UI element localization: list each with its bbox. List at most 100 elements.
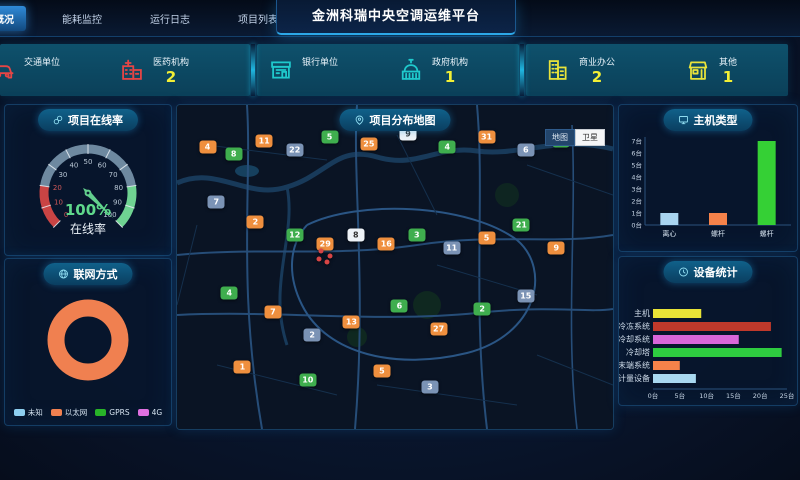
map-project-marker[interactable]: 3 xyxy=(421,380,439,394)
location-pin-icon xyxy=(355,115,364,125)
svg-text:70: 70 xyxy=(109,171,118,179)
map-project-marker[interactable]: 13 xyxy=(342,315,360,329)
svg-text:60: 60 xyxy=(98,161,107,169)
panel-title-network: 联网方式 xyxy=(43,263,133,285)
map-project-marker[interactable]: 7 xyxy=(207,195,225,209)
map-project-marker[interactable]: 4 xyxy=(438,140,456,154)
globe-icon xyxy=(59,269,68,279)
map-project-marker[interactable]: 31 xyxy=(478,130,496,144)
map-project-marker[interactable]: 6 xyxy=(517,143,535,157)
stat-item: 银行单位 xyxy=(267,44,338,96)
map-project-marker[interactable]: 22 xyxy=(286,143,304,157)
link-icon xyxy=(53,115,63,125)
top-nav-bar: 概况能耗监控运行日志项目列表视频监控 金洲科瑞中央空调运维平台 xyxy=(0,0,800,37)
stat-value xyxy=(24,68,60,86)
map-project-marker[interactable]: 6 xyxy=(390,299,408,313)
network-donut-chart xyxy=(47,299,129,381)
map-project-marker[interactable]: 11 xyxy=(255,134,273,148)
map-project-marker[interactable]: 16 xyxy=(377,237,395,251)
stat-value xyxy=(302,68,338,86)
map-project-marker[interactable]: 5 xyxy=(321,130,339,144)
map-project-marker[interactable]: 27 xyxy=(430,322,448,336)
online-rate-gauge: 0102030405060708090100100%在线率 xyxy=(39,144,137,236)
svg-text:冷冻系统: 冷冻系统 xyxy=(619,321,650,331)
nav-tab-2[interactable]: 能耗监控 xyxy=(62,14,102,26)
map-project-marker[interactable]: 5 xyxy=(478,231,496,245)
clock-icon xyxy=(679,267,688,277)
stat-value: 2 xyxy=(165,67,177,86)
panel-title-host-type: 主机类型 xyxy=(663,109,753,131)
map-project-marker[interactable]: 4 xyxy=(220,286,238,300)
svg-text:10台: 10台 xyxy=(699,391,714,400)
panel-title-map: 项目分布地图 xyxy=(339,109,451,131)
svg-text:在线率: 在线率 xyxy=(70,221,106,236)
map-project-marker[interactable]: 1 xyxy=(233,360,251,374)
map-alert-dot[interactable] xyxy=(324,259,330,265)
legend-item[interactable]: 4G xyxy=(137,408,162,417)
map-alert-dot[interactable] xyxy=(316,256,322,262)
hospital-icon xyxy=(118,56,146,84)
svg-text:40: 40 xyxy=(69,161,78,169)
map-project-marker[interactable]: 25 xyxy=(360,137,378,151)
map-project-marker[interactable]: 2 xyxy=(303,328,321,342)
map-project-marker[interactable]: 7 xyxy=(264,305,282,319)
legend-item[interactable]: 以太网 xyxy=(50,407,88,418)
nav-tab-1[interactable]: 概况 xyxy=(0,5,26,31)
stat-label: 政府机构 xyxy=(432,57,469,68)
stat-item: 医药机构 2 xyxy=(118,44,189,96)
legend-label: 未知 xyxy=(27,408,43,417)
map-project-marker[interactable]: 21 xyxy=(512,218,530,232)
map-project-marker[interactable]: 5 xyxy=(373,364,391,378)
map-project-marker[interactable]: 15 xyxy=(517,289,535,303)
svg-text:6台: 6台 xyxy=(631,149,642,158)
svg-text:25台: 25台 xyxy=(780,391,795,400)
nav-tab-3[interactable]: 运行日志 xyxy=(150,14,190,26)
map-mode-button[interactable]: 地图 xyxy=(545,129,575,146)
satellite-mode-button[interactable]: 卫星 xyxy=(575,129,605,146)
svg-text:50: 50 xyxy=(84,158,93,166)
stat-value: 1 xyxy=(722,67,734,86)
svg-text:30: 30 xyxy=(58,171,67,179)
svg-text:3台: 3台 xyxy=(631,185,642,194)
panel-network-type: 联网方式 未知 以太网 GPRS 4G xyxy=(4,258,172,426)
map-project-marker[interactable]: 10 xyxy=(299,373,317,387)
stat-label: 商业办公 xyxy=(579,57,616,68)
map-project-marker[interactable]: 12 xyxy=(286,228,304,242)
stat-label: 银行单位 xyxy=(302,57,339,68)
svg-text:7台: 7台 xyxy=(631,137,642,146)
map-project-marker[interactable]: 8 xyxy=(347,228,365,242)
svg-text:20台: 20台 xyxy=(753,391,768,400)
map-project-marker[interactable]: 29 xyxy=(316,237,334,251)
svg-text:螺杆: 螺杆 xyxy=(711,229,725,238)
legend-label: 以太网 xyxy=(64,408,88,417)
stat-item: 政府机构 1 xyxy=(397,44,468,96)
map-project-marker[interactable]: 4 xyxy=(199,140,217,154)
legend-item[interactable]: 未知 xyxy=(13,407,43,418)
government-icon xyxy=(397,56,425,84)
svg-text:0台: 0台 xyxy=(631,221,642,230)
stat-card-2: 银行单位 政府机构 1 xyxy=(257,44,519,96)
map-project-marker[interactable]: 2 xyxy=(473,302,491,316)
bank-icon xyxy=(267,56,295,84)
map-alert-dot[interactable] xyxy=(318,248,324,254)
card-separator-glow xyxy=(520,44,524,96)
panel-device-stats: 设备统计 主机 冷冻系统 冷却系统 冷却塔 末端系统 计量设备 0台 5台 10台 15台 20台 2… xyxy=(618,256,798,406)
svg-text:5台: 5台 xyxy=(674,391,685,400)
legend-label: GPRS xyxy=(109,408,130,417)
stat-value: 1 xyxy=(444,67,456,86)
nav-tab-4[interactable]: 项目列表 xyxy=(238,14,278,26)
map-project-marker[interactable]: 9 xyxy=(547,241,565,255)
map-project-marker[interactable]: 8 xyxy=(225,147,243,161)
map-project-marker[interactable]: 11 xyxy=(443,241,461,255)
svg-text:80: 80 xyxy=(114,184,123,192)
svg-text:冷却塔: 冷却塔 xyxy=(626,347,650,357)
map-alert-dot[interactable] xyxy=(327,253,333,259)
map-project-marker[interactable]: 3 xyxy=(408,228,426,242)
monitor-icon xyxy=(679,116,688,125)
legend-swatch xyxy=(95,409,107,416)
legend-item[interactable]: GPRS xyxy=(95,408,130,417)
map-project-marker[interactable]: 2 xyxy=(246,215,264,229)
office-icon xyxy=(544,56,572,84)
legend-swatch xyxy=(50,409,62,416)
map-roads-basemap xyxy=(177,105,613,429)
